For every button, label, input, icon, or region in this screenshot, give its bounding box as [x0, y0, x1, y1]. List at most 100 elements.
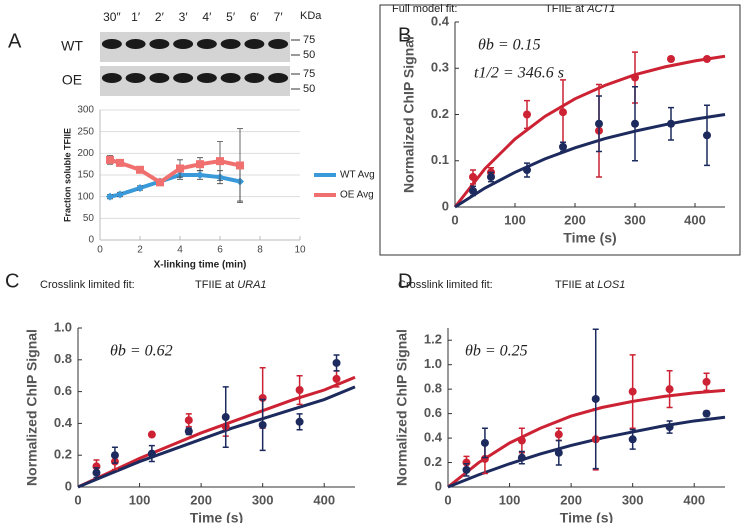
marker	[236, 161, 244, 170]
x-tick-label: 300	[624, 212, 646, 227]
unit-label: KDa	[300, 10, 322, 22]
marker	[462, 458, 471, 467]
x-tick-label: 300	[622, 492, 644, 507]
marker	[332, 374, 341, 383]
marker	[196, 171, 204, 179]
fit-curve	[447, 388, 726, 489]
marker	[469, 172, 477, 181]
marker-label: 50	[303, 83, 315, 95]
marker	[221, 413, 230, 422]
x-tick-label: 6	[217, 245, 223, 256]
x-tick-label: 400	[313, 492, 335, 507]
marker	[702, 409, 711, 418]
band	[125, 73, 146, 83]
x-tick-label: 8	[257, 245, 263, 256]
panel-title: TFIIE at URA1	[195, 279, 267, 291]
band	[196, 39, 217, 49]
lane-label: 4′	[202, 10, 212, 24]
y-tick-label: 0.3	[431, 60, 449, 75]
marker	[628, 387, 637, 396]
panel-letter: B	[398, 24, 411, 46]
annotation: θb = 0.15	[478, 37, 541, 54]
marker	[667, 55, 675, 63]
panel-frame	[379, 4, 741, 256]
band	[244, 73, 265, 83]
panel-letter: A	[8, 30, 22, 52]
x-tick-label: 0	[97, 245, 103, 256]
fit-curve	[77, 375, 356, 489]
marker	[631, 119, 639, 128]
y-tick-label: 0.4	[424, 430, 443, 445]
marker	[147, 430, 156, 439]
y-tick-label: 300	[77, 105, 94, 116]
y-axis-label: Normalized ChIP Signal	[401, 36, 417, 193]
marker	[196, 160, 204, 169]
marker-label: 75	[303, 34, 315, 46]
marker	[703, 55, 711, 63]
marker	[631, 73, 639, 82]
x-tick-label: 0	[74, 492, 81, 507]
y-tick-label: 1.0	[424, 356, 442, 371]
y-tick-label: 150	[77, 170, 94, 181]
lane-label: 6′	[250, 10, 260, 24]
marker	[665, 385, 674, 394]
marker	[480, 454, 489, 463]
y-tick-label: 0.4	[54, 415, 73, 430]
panel-header: Crosslink limited fit:	[40, 279, 135, 291]
title-text: TFIIE at	[195, 279, 234, 291]
annotation: θb = 0.62	[110, 343, 173, 360]
marker	[462, 465, 471, 474]
y-tick-label: 0.2	[54, 447, 72, 462]
x-tick-label: 400	[683, 492, 705, 507]
fit-curve	[453, 54, 726, 208]
gene-name: ACT1	[586, 3, 615, 15]
y-axis-label: Normalized ChIP Signal	[394, 329, 410, 486]
marker	[184, 416, 193, 425]
lane-label: 3′	[179, 10, 189, 24]
marker	[295, 386, 304, 395]
x-axis-label: X-linking time (min)	[154, 260, 247, 271]
marker	[469, 186, 477, 195]
marker	[702, 377, 711, 386]
band	[244, 39, 265, 49]
marker	[523, 166, 531, 174]
marker	[554, 448, 563, 457]
band	[220, 73, 241, 83]
band	[149, 73, 170, 83]
panel-title: TFIIE at LOS1	[555, 279, 625, 291]
marker	[295, 417, 304, 426]
x-tick-label: 200	[564, 212, 586, 227]
marker	[176, 164, 184, 173]
y-tick-label: 0	[435, 478, 442, 493]
x-tick-label: 10	[294, 245, 306, 256]
marker	[184, 427, 193, 436]
marker	[136, 184, 144, 192]
marker	[116, 158, 124, 167]
x-tick-label: 2	[137, 245, 143, 256]
lane-label: 2′	[155, 10, 165, 24]
y-tick-label: 0.6	[424, 405, 442, 420]
x-tick-label: 200	[560, 492, 582, 507]
band	[220, 39, 241, 49]
y-tick-label: 0.6	[54, 383, 72, 398]
y-tick-label: 100	[77, 191, 94, 202]
band	[149, 39, 170, 49]
marker	[92, 468, 101, 477]
x-tick-label: 200	[190, 492, 212, 507]
fit-curve	[454, 113, 726, 209]
y-tick-label: 0	[88, 235, 94, 246]
marker	[258, 420, 267, 429]
fit-curve	[447, 415, 726, 489]
title-text: TFIIE at	[555, 279, 594, 291]
y-tick-label: 200	[77, 148, 94, 159]
x-tick-label: 100	[129, 492, 151, 507]
marker	[665, 423, 674, 432]
y-tick-label: 0.1	[431, 152, 449, 167]
lane-label: 1′	[131, 10, 141, 24]
annotation: t1/2 = 346.6 s	[474, 65, 564, 82]
y-tick-label: 1.0	[54, 319, 72, 334]
marker	[667, 119, 675, 128]
x-axis-label: Time (s)	[563, 230, 616, 246]
y-tick-label: 50	[83, 213, 95, 224]
